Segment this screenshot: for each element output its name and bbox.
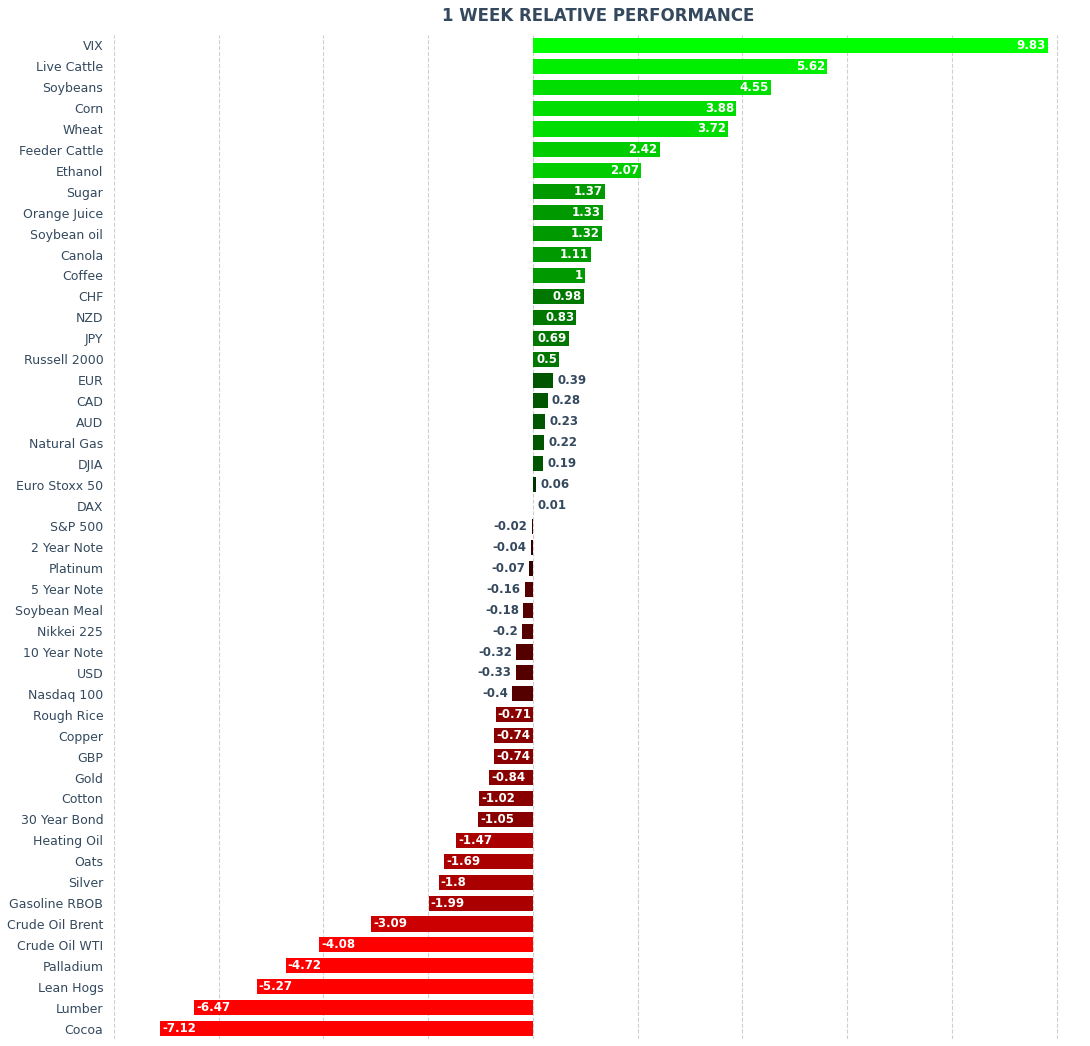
Bar [512, 686, 533, 702]
Text: -1.05: -1.05 [480, 813, 514, 826]
Text: 1.11: 1.11 [560, 248, 589, 262]
Bar [194, 1000, 533, 1016]
Bar [286, 958, 533, 974]
Bar [533, 100, 736, 116]
Bar [489, 770, 533, 786]
Bar [477, 812, 533, 827]
Text: -1.99: -1.99 [431, 896, 464, 910]
Text: 1.37: 1.37 [573, 185, 603, 199]
Bar [524, 582, 533, 597]
Text: -0.33: -0.33 [477, 666, 511, 680]
Bar [160, 1021, 533, 1037]
Text: 0.83: 0.83 [545, 311, 574, 324]
Bar [319, 937, 533, 953]
Text: -0.18: -0.18 [485, 604, 519, 617]
Bar [533, 268, 585, 283]
Bar [533, 393, 547, 409]
Bar [522, 623, 533, 639]
Text: -4.72: -4.72 [288, 959, 322, 973]
Bar [494, 728, 533, 744]
Bar [533, 310, 577, 325]
Text: -1.47: -1.47 [458, 834, 492, 847]
Text: -0.2: -0.2 [493, 624, 518, 638]
Bar [480, 791, 533, 806]
Bar [533, 289, 584, 304]
Text: 0.01: 0.01 [537, 499, 567, 513]
Text: 0.28: 0.28 [552, 394, 581, 408]
Text: -4.08: -4.08 [322, 938, 355, 952]
Text: 3.72: 3.72 [697, 122, 726, 136]
Text: 4.55: 4.55 [740, 81, 770, 94]
Bar [516, 665, 533, 681]
Bar [533, 163, 641, 179]
Text: 3.88: 3.88 [705, 101, 734, 115]
Text: 2.42: 2.42 [629, 143, 657, 157]
Title: 1 WEEK RELATIVE PERFORMANCE: 1 WEEK RELATIVE PERFORMANCE [443, 7, 754, 25]
Bar [496, 707, 533, 723]
Text: 1: 1 [576, 269, 583, 282]
Text: -3.09: -3.09 [373, 917, 407, 931]
Text: -0.02: -0.02 [494, 520, 528, 533]
Text: 0.69: 0.69 [537, 332, 567, 345]
Bar [533, 435, 544, 451]
Text: 0.39: 0.39 [557, 373, 586, 387]
Bar [533, 414, 545, 430]
Bar [533, 226, 602, 242]
Bar [533, 79, 772, 95]
Bar [533, 38, 1047, 53]
Text: 5.62: 5.62 [796, 60, 825, 73]
Text: 0.06: 0.06 [541, 478, 569, 492]
Text: -1.69: -1.69 [447, 855, 481, 868]
Text: -0.16: -0.16 [486, 583, 520, 596]
Text: -0.71: -0.71 [498, 708, 532, 722]
Text: 0.23: 0.23 [549, 415, 578, 429]
Bar [533, 456, 543, 472]
Bar [445, 854, 533, 869]
Bar [533, 372, 554, 388]
Text: 0.19: 0.19 [547, 457, 577, 471]
Bar [371, 916, 533, 932]
Bar [533, 121, 728, 137]
Bar [533, 331, 569, 346]
Bar [533, 142, 659, 158]
Text: -5.27: -5.27 [258, 980, 293, 994]
Text: -0.4: -0.4 [482, 687, 508, 701]
Bar [517, 644, 533, 660]
Bar [533, 247, 591, 263]
Text: -7.12: -7.12 [162, 1022, 196, 1036]
Bar [438, 874, 533, 890]
Text: 0.98: 0.98 [553, 290, 582, 303]
Text: 0.22: 0.22 [548, 436, 578, 450]
Text: -0.04: -0.04 [493, 541, 526, 554]
Bar [533, 184, 605, 200]
Text: -0.32: -0.32 [479, 645, 512, 659]
Bar [533, 59, 827, 74]
Text: -1.8: -1.8 [440, 876, 467, 889]
Text: -0.84: -0.84 [490, 771, 525, 784]
Bar [533, 351, 559, 367]
Text: 0.5: 0.5 [536, 353, 557, 366]
Text: -0.07: -0.07 [492, 562, 525, 575]
Bar [530, 561, 533, 576]
Bar [257, 979, 533, 995]
Text: -0.74: -0.74 [496, 750, 530, 764]
Text: -1.02: -1.02 [482, 792, 516, 805]
Text: 2.07: 2.07 [610, 164, 639, 178]
Bar [533, 205, 603, 221]
Bar [533, 477, 536, 493]
Bar [523, 602, 533, 618]
Bar [531, 540, 533, 555]
Text: 9.83: 9.83 [1017, 39, 1045, 52]
Text: 1.33: 1.33 [571, 206, 601, 220]
Text: -6.47: -6.47 [196, 1001, 230, 1015]
Text: -0.74: -0.74 [496, 729, 530, 743]
Bar [494, 749, 533, 765]
Text: 1.32: 1.32 [571, 227, 600, 241]
Bar [456, 833, 533, 848]
Bar [428, 895, 533, 911]
